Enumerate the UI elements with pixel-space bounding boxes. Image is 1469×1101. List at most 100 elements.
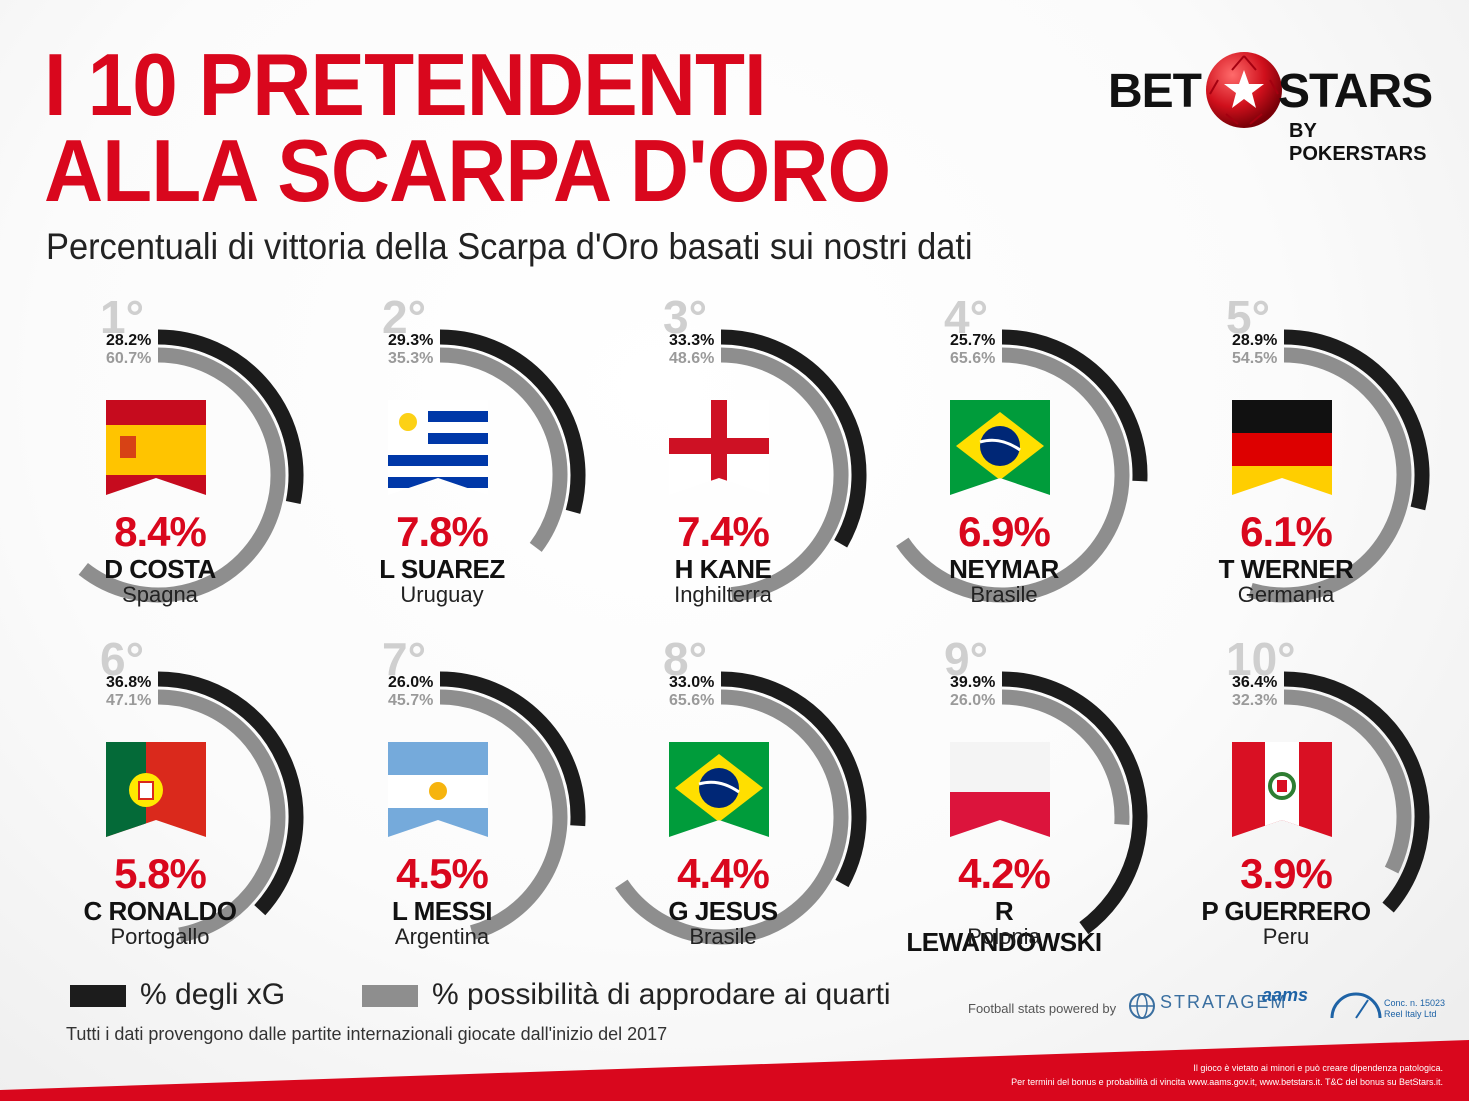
legend-quarters: % possibilità di approdare ai quarti	[362, 978, 891, 1012]
player-card: 9° 39.9% 26.0% 4.2% R LEWANDOWSKI Polonia	[906, 632, 1184, 957]
quarters-arc	[439, 689, 568, 940]
player-country: Inghilterra	[674, 582, 772, 607]
xg-arc	[157, 671, 304, 916]
quarters-arc	[78, 347, 286, 603]
aams-logo-text: aams	[1262, 985, 1309, 1005]
brazil-flag-icon	[950, 400, 1050, 495]
player-name: D COSTA	[104, 554, 216, 584]
xg-arc	[720, 329, 867, 548]
quarters-arc	[615, 689, 849, 945]
quarters-arc	[439, 347, 568, 552]
responsible-gaming-icon	[1330, 992, 1382, 1019]
win-probability: 3.9%	[1240, 850, 1333, 897]
brazil-flag-icon	[669, 742, 769, 837]
rank-label: 5°	[1226, 291, 1270, 343]
rank-label: 7°	[382, 633, 426, 685]
xg-arc	[439, 671, 586, 827]
player-arcs	[157, 671, 304, 943]
player-country: Brasile	[970, 582, 1038, 607]
rank-label: 8°	[663, 633, 707, 685]
xg-value: 36.4%	[1232, 674, 1278, 691]
player-arcs	[1283, 671, 1430, 913]
rank-label: 2°	[382, 291, 426, 343]
stratagem-logo-text: STRATAGEM	[1160, 992, 1288, 1012]
player-arcs	[1001, 671, 1148, 935]
win-probability: 6.1%	[1240, 508, 1333, 555]
xg-value: 25.7%	[950, 332, 996, 349]
quarters-value: 60.7%	[106, 350, 152, 367]
player-card: 5° 28.9% 54.5% 6.1% T WERNER Germania	[1219, 290, 1466, 610]
germany-flag-icon	[1232, 400, 1332, 495]
rank-label: 9°	[944, 633, 988, 685]
rank-label: 4°	[944, 291, 988, 343]
legend-quarters-label: % possibilità di approdare ai quarti	[432, 978, 891, 1011]
player-country: Polonia	[967, 924, 1041, 949]
concession-info: Conc. n. 15023 Reel Italy Ltd	[1384, 998, 1445, 1020]
player-name: R LEWANDOWSKI	[906, 896, 1102, 957]
xg-arc	[720, 671, 867, 888]
xg-value: 26.0%	[388, 674, 434, 691]
player-card: 3° 33.3% 48.6% 7.4% H KANE Inghilterra	[663, 290, 903, 610]
player-arcs	[720, 329, 867, 603]
player-name: NEYMAR	[949, 554, 1059, 584]
xg-arc	[1283, 671, 1430, 913]
quarters-arc	[896, 347, 1130, 603]
legal-line-2: Per termini del bonus e probabilità di v…	[1011, 1077, 1443, 1087]
england-flag-icon	[669, 400, 769, 495]
win-probability: 7.8%	[396, 508, 489, 555]
logo-byline: BY POKERSTARS	[1289, 120, 1427, 165]
quarters-value: 45.7%	[388, 692, 434, 709]
logo-stars-text: STARS	[1278, 65, 1433, 118]
betstars-logo: BET STARS BY POKERSTARS	[1108, 52, 1433, 165]
xg-value: 28.2%	[106, 332, 152, 349]
player-arcs	[615, 671, 867, 945]
peru-flag-icon	[1232, 742, 1332, 837]
title-line-1: I 10 PRETENDENTI	[44, 35, 767, 134]
quarters-arc	[1248, 347, 1412, 603]
xg-arc	[157, 329, 304, 505]
quarters-value: 35.3%	[388, 350, 434, 367]
player-card: 7° 26.0% 45.7% 4.5% L MESSI Argentina	[382, 632, 622, 952]
quarters-arc	[157, 689, 286, 943]
xg-value: 39.9%	[950, 674, 996, 691]
footer-band	[0, 1040, 1469, 1101]
player-name: G JESUS	[668, 896, 778, 926]
player-name: L MESSI	[391, 896, 493, 926]
quarters-arc	[1283, 689, 1412, 874]
player-card: 4° 25.7% 65.6% 6.9% NEYMAR Brasile	[896, 290, 1184, 610]
rank-label: 1°	[100, 291, 144, 343]
xg-arc	[1283, 329, 1430, 511]
xg-value: 28.9%	[1232, 332, 1278, 349]
data-source-note: Tutti i dati provengono dalle partite in…	[66, 1024, 668, 1044]
player-card: 6° 36.8% 47.1% 5.8% C RONALDO Portogallo	[84, 632, 340, 952]
football-star-icon	[1206, 52, 1282, 128]
player-name: C RONALDO	[83, 896, 237, 926]
spain-flag-icon	[106, 400, 206, 495]
argentina-flag-icon	[388, 742, 488, 837]
page-title: I 10 PRETENDENTI ALLA SCARPA D'ORO	[44, 35, 891, 215]
logo-bet-text: BET	[1108, 65, 1202, 118]
quarters-arc	[1001, 689, 1130, 825]
player-name: H KANE	[674, 554, 772, 584]
xg-value: 29.3%	[388, 332, 434, 349]
win-probability: 5.8%	[114, 850, 207, 897]
quarters-value: 65.6%	[950, 350, 996, 367]
quarters-value: 48.6%	[669, 350, 715, 367]
player-country: Brasile	[689, 924, 757, 949]
quarters-value: 26.0%	[950, 692, 996, 709]
win-probability: 4.4%	[677, 850, 770, 897]
player-card: 2° 29.3% 35.3% 7.8% L SUAREZ Uruguay	[379, 290, 622, 610]
player-arcs	[1248, 329, 1430, 603]
stratagem-globe-icon	[1129, 993, 1155, 1019]
player-name: L SUAREZ	[379, 554, 505, 584]
player-country: Argentina	[394, 924, 490, 949]
subtitle: Percentuali di vittoria della Scarpa d'O…	[46, 226, 973, 267]
legend-xg-swatch	[70, 985, 126, 1008]
win-probability: 4.5%	[396, 850, 489, 897]
rank-label: 6°	[100, 633, 144, 685]
legal-line-1: Il gioco è vietato ai minori e può crear…	[1193, 1063, 1443, 1073]
player-arcs	[896, 329, 1148, 603]
win-probability: 8.4%	[114, 508, 207, 555]
legend-xg-label: % degli xG	[140, 978, 286, 1011]
player-country: Peru	[1262, 924, 1310, 949]
